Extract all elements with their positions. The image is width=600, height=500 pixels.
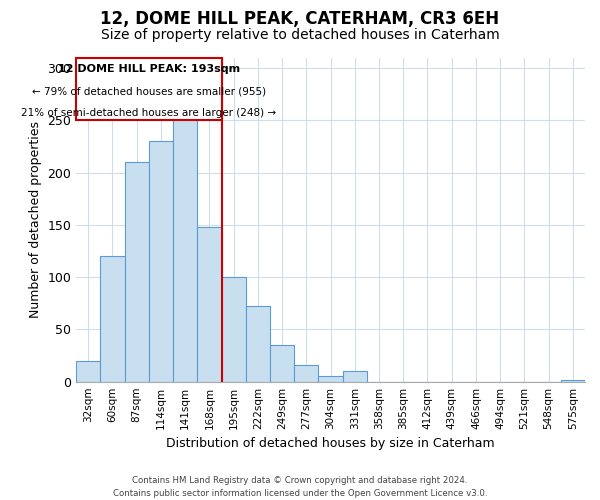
Text: Size of property relative to detached houses in Caterham: Size of property relative to detached ho… <box>101 28 499 42</box>
Bar <box>100 256 125 382</box>
Bar <box>561 380 585 382</box>
Bar <box>76 361 100 382</box>
Text: ← 79% of detached houses are smaller (955): ← 79% of detached houses are smaller (95… <box>32 86 266 97</box>
Bar <box>270 345 294 382</box>
X-axis label: Distribution of detached houses by size in Caterham: Distribution of detached houses by size … <box>166 437 495 450</box>
FancyBboxPatch shape <box>76 58 221 120</box>
Bar <box>173 120 197 382</box>
Bar <box>319 376 343 382</box>
Bar <box>197 227 221 382</box>
Text: Contains HM Land Registry data © Crown copyright and database right 2024.
Contai: Contains HM Land Registry data © Crown c… <box>113 476 487 498</box>
Bar <box>246 306 270 382</box>
Text: 12 DOME HILL PEAK: 193sqm: 12 DOME HILL PEAK: 193sqm <box>58 64 240 74</box>
Bar <box>294 365 319 382</box>
Y-axis label: Number of detached properties: Number of detached properties <box>29 121 42 318</box>
Text: 21% of semi-detached houses are larger (248) →: 21% of semi-detached houses are larger (… <box>21 108 277 118</box>
Text: 12, DOME HILL PEAK, CATERHAM, CR3 6EH: 12, DOME HILL PEAK, CATERHAM, CR3 6EH <box>100 10 500 28</box>
Bar <box>149 141 173 382</box>
Bar <box>125 162 149 382</box>
Bar <box>221 277 246 382</box>
Bar <box>343 371 367 382</box>
